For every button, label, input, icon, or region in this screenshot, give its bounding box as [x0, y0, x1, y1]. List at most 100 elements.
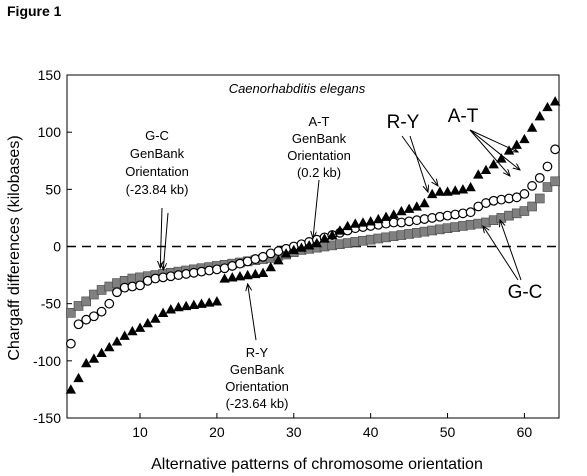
data-point-triangle: [157, 307, 169, 317]
data-point-triangle: [65, 384, 77, 394]
data-point-circle: [73, 319, 84, 330]
y-tick-label: -150: [33, 410, 61, 426]
x-axis-label: Alternative patterns of chromosome orien…: [151, 456, 483, 473]
x-tick-label: 20: [209, 424, 225, 440]
data-point-circle: [527, 181, 537, 191]
arrow-gc-genbank: [160, 207, 162, 268]
data-point-triangle: [426, 188, 438, 199]
data-point-triangle: [265, 261, 276, 272]
data-point-circle: [135, 280, 145, 291]
data-point-triangle: [457, 184, 469, 194]
data-point-triangle: [134, 322, 146, 332]
annotation-line: A-T: [448, 106, 479, 127]
data-point-triangle: [119, 330, 130, 340]
data-point-triangle: [534, 110, 545, 121]
data-point-triangle: [511, 139, 522, 149]
y-tick-label: 100: [38, 124, 62, 140]
axes: -150 -100 -50 0 50 100 150 10 20 30 40 50 60: [33, 67, 560, 440]
series-a-t: [65, 96, 561, 394]
data-point-triangle: [173, 301, 184, 312]
annotation-line: (-23.64 kb): [226, 396, 289, 411]
series-group: [65, 96, 561, 394]
annotation-line: (0.2 kb): [297, 165, 341, 180]
data-point-triangle: [180, 300, 192, 311]
figure-label: Figure 1: [7, 3, 62, 19]
data-point-triangle: [342, 220, 353, 231]
data-point-square: [534, 193, 545, 204]
data-point-triangle: [211, 296, 223, 306]
data-point-triangle: [411, 201, 422, 211]
series-r-y: [65, 144, 561, 349]
data-point-triangle: [96, 347, 107, 357]
data-point-triangle: [73, 372, 84, 383]
arrow-at-label-3: [469, 129, 518, 152]
data-point-triangle: [188, 299, 200, 309]
data-point-triangle: [204, 297, 215, 307]
data-point-triangle: [81, 357, 92, 368]
data-point-circle: [465, 207, 476, 218]
data-point-triangle: [480, 164, 492, 175]
annotation-line: Orientation: [287, 148, 351, 163]
annotation-line: G-C: [508, 282, 543, 303]
data-point-square: [527, 201, 537, 212]
data-point-triangle: [380, 211, 392, 221]
annotation-line: GenBank: [130, 146, 185, 161]
data-point-circle: [534, 172, 545, 183]
annotation-line: Orientation: [225, 379, 289, 394]
data-point-triangle: [234, 271, 246, 281]
y-tick-label: 50: [45, 181, 61, 197]
data-point-triangle: [403, 203, 415, 213]
arrow-ry-genbank: [248, 284, 257, 341]
data-point-triangle: [111, 336, 123, 346]
x-tick-label: 10: [132, 424, 148, 440]
data-point-triangle: [242, 269, 253, 280]
data-point-triangle: [519, 133, 530, 144]
data-point-circle: [89, 311, 99, 322]
data-point-triangle: [104, 341, 115, 352]
data-point-triangle: [373, 213, 384, 224]
annotation-at_genbank: A-T GenBank Orientation (0.2 kb): [287, 114, 351, 180]
data-point-triangle: [473, 169, 484, 179]
x-tick-label: 50: [440, 424, 456, 440]
y-tick-label: -100: [33, 353, 61, 369]
data-point-triangle: [280, 248, 292, 258]
data-point-triangle: [450, 185, 461, 195]
data-point-triangle: [165, 304, 176, 314]
data-point-triangle: [227, 272, 238, 282]
data-point-triangle: [526, 122, 538, 132]
data-point-triangle: [88, 353, 100, 363]
data-point-triangle: [257, 267, 269, 277]
chart-title: Caenorhabditis elegans: [229, 81, 366, 96]
data-point-triangle: [334, 225, 346, 235]
data-point-triangle: [549, 96, 561, 106]
data-point-triangle: [250, 268, 261, 279]
data-point-square: [542, 182, 553, 192]
arrow-gc-label-1: [483, 226, 519, 281]
data-point-triangle: [396, 205, 407, 216]
data-point-triangle: [465, 181, 476, 192]
data-point-triangle: [273, 255, 284, 265]
data-point-triangle: [542, 101, 553, 112]
annotation-at_label: A-T: [448, 106, 479, 127]
y-tick-label: 150: [38, 67, 62, 83]
data-point-triangle: [219, 273, 230, 283]
data-point-triangle: [365, 216, 376, 226]
arrow-gc-genbank-2: [163, 212, 169, 270]
x-tick-label: 60: [517, 424, 533, 440]
data-point-square: [550, 176, 560, 187]
x-tick-label: 30: [286, 424, 302, 440]
annotation-line: (-23.84 kb): [126, 182, 189, 197]
data-point-triangle: [150, 313, 161, 323]
data-point-triangle: [488, 158, 499, 169]
data-point-triangle: [311, 237, 323, 248]
annotation-gc_genbank: G-C GenBank Orientation (-23.84 kb): [125, 128, 189, 197]
annotation-line: GenBank: [292, 131, 347, 146]
annotation-line: Orientation: [125, 164, 189, 179]
data-point-triangle: [327, 229, 338, 240]
arrow-at-genbank: [313, 179, 320, 238]
data-point-triangle: [196, 298, 207, 308]
y-tick-label: -50: [41, 296, 61, 312]
data-point-square: [81, 296, 92, 307]
data-point-circle: [112, 287, 122, 298]
